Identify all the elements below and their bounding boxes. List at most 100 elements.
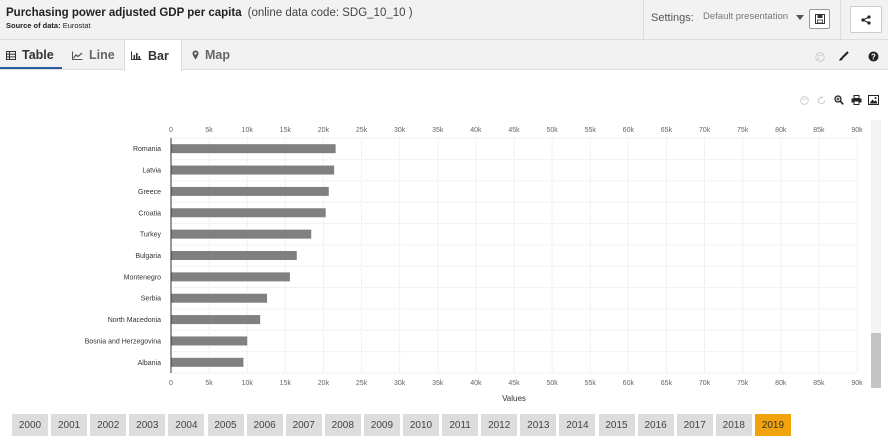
- year-button-2008[interactable]: 2008: [324, 414, 361, 436]
- bar: [171, 165, 335, 175]
- year-button-2000[interactable]: 2000: [12, 414, 48, 436]
- table-icon: [6, 50, 16, 60]
- bar: [171, 251, 297, 260]
- x-axis-title: Values: [502, 394, 526, 403]
- chevron-down-icon[interactable]: [796, 15, 804, 20]
- help-icon[interactable]: ?: [868, 49, 879, 67]
- settings-select[interactable]: Default presentation: [703, 11, 789, 22]
- bar: [171, 144, 336, 154]
- share-icon: [861, 14, 871, 25]
- x-tick-label-top: 50k: [546, 127, 558, 134]
- scrollbar-thumb[interactable]: [871, 333, 881, 388]
- year-button-2007[interactable]: 2007: [285, 414, 322, 436]
- scrollbar-track[interactable]: [871, 120, 881, 388]
- category-label: Albania: [138, 360, 161, 367]
- year-button-2016[interactable]: 2016: [637, 414, 674, 436]
- category-label: Serbia: [141, 296, 161, 303]
- active-tab-indicator: [0, 67, 62, 69]
- x-tick-label-top: 45k: [508, 127, 520, 134]
- bar: [171, 186, 329, 196]
- image-download-icon[interactable]: [868, 92, 879, 110]
- dataset-code: (online data code: SDG_10_10 ): [247, 7, 413, 19]
- category-label: Croatia: [138, 210, 161, 217]
- x-tick-label-top: 55k: [585, 127, 597, 134]
- year-button-2006[interactable]: 2006: [246, 414, 283, 436]
- brush-icon[interactable]: [838, 49, 849, 67]
- year-button-2013[interactable]: 2013: [520, 414, 557, 436]
- tab-label: Map: [205, 48, 230, 62]
- year-button-2009[interactable]: 2009: [363, 414, 400, 436]
- category-label: Turkey: [140, 232, 162, 239]
- year-button-2017[interactable]: 2017: [676, 414, 713, 436]
- map-marker-icon: [192, 50, 199, 60]
- x-tick-label-bottom: 80k: [775, 380, 787, 387]
- year-button-2010[interactable]: 2010: [403, 414, 439, 436]
- bar: [171, 357, 244, 367]
- x-tick-label-bottom: 50k: [546, 380, 558, 387]
- zoom-icon[interactable]: [834, 92, 844, 110]
- tab-map[interactable]: Map: [186, 40, 244, 70]
- year-button-2001[interactable]: 2001: [51, 414, 88, 436]
- year-button-2002[interactable]: 2002: [90, 414, 127, 436]
- x-tick-label-bottom: 55k: [585, 380, 597, 387]
- tab-label: Line: [89, 48, 115, 62]
- bar: [171, 208, 326, 218]
- tab-label: Bar: [148, 48, 169, 63]
- year-button-2004[interactable]: 2004: [168, 414, 205, 436]
- year-button-2015[interactable]: 2015: [598, 414, 635, 436]
- bar: [171, 293, 268, 303]
- category-label: Montenegro: [124, 274, 161, 281]
- x-tick-label-bottom: 60k: [623, 380, 635, 387]
- settings-label: Settings:: [651, 12, 694, 24]
- x-tick-label-bottom: 30k: [394, 380, 406, 387]
- x-tick-label-top: 40k: [470, 127, 482, 134]
- year-button-2005[interactable]: 2005: [207, 414, 244, 436]
- x-tick-label-top: 60k: [623, 127, 635, 134]
- x-tick-label-bottom: 10k: [242, 380, 254, 387]
- print-icon[interactable]: [851, 92, 862, 110]
- category-label: Latvia: [142, 168, 161, 175]
- source-line: Source of data: Eurostat: [6, 21, 91, 30]
- bar: [171, 229, 312, 239]
- year-button-2011[interactable]: 2011: [442, 414, 479, 436]
- palette-icon[interactable]: [800, 92, 809, 110]
- bar: [171, 336, 248, 346]
- tab-bar[interactable]: Bar: [124, 40, 182, 71]
- tab-line[interactable]: Line: [66, 40, 124, 70]
- reset-icon[interactable]: [817, 92, 826, 110]
- year-button-2003[interactable]: 2003: [129, 414, 166, 436]
- x-tick-label-bottom: 15k: [280, 380, 292, 387]
- share-button[interactable]: [850, 6, 882, 33]
- x-tick-label-top: 80k: [775, 127, 787, 134]
- year-button-2018[interactable]: 2018: [715, 414, 752, 436]
- save-button[interactable]: [809, 9, 830, 29]
- year-button-2014[interactable]: 2014: [559, 414, 596, 436]
- x-tick-label-bottom: 90k: [851, 380, 863, 387]
- tab-table[interactable]: Table: [0, 40, 62, 70]
- x-tick-label-bottom: 65k: [661, 380, 673, 387]
- bar-chart-icon: [131, 51, 142, 60]
- category-label: Bulgaria: [135, 253, 161, 260]
- x-tick-label-top: 0: [169, 127, 173, 134]
- x-tick-label-top: 10k: [242, 127, 254, 134]
- x-tick-label-top: 35k: [432, 127, 444, 134]
- x-tick-label-bottom: 75k: [737, 380, 749, 387]
- category-label: Bosnia and Herzegovina: [85, 338, 161, 345]
- x-tick-label-bottom: 45k: [508, 380, 520, 387]
- source-value: Eurostat: [62, 21, 91, 30]
- x-tick-label-bottom: 25k: [356, 380, 368, 387]
- x-tick-label-bottom: 70k: [699, 380, 711, 387]
- palette-icon[interactable]: [815, 49, 825, 67]
- line-chart-icon: [72, 51, 83, 60]
- title-text: Purchasing power adjusted GDP per capita: [6, 7, 242, 19]
- x-tick-label-bottom: 35k: [432, 380, 444, 387]
- year-button-2019[interactable]: 2019: [754, 414, 791, 436]
- header: Purchasing power adjusted GDP per capita…: [0, 0, 888, 40]
- source-label: Source of data:: [6, 21, 61, 30]
- x-tick-label-bottom: 85k: [813, 380, 825, 387]
- x-tick-label-top: 65k: [661, 127, 673, 134]
- year-button-2012[interactable]: 2012: [481, 414, 518, 436]
- category-label: Greece: [138, 189, 161, 196]
- x-tick-label-top: 25k: [356, 127, 368, 134]
- x-tick-label-bottom: 0: [169, 380, 173, 387]
